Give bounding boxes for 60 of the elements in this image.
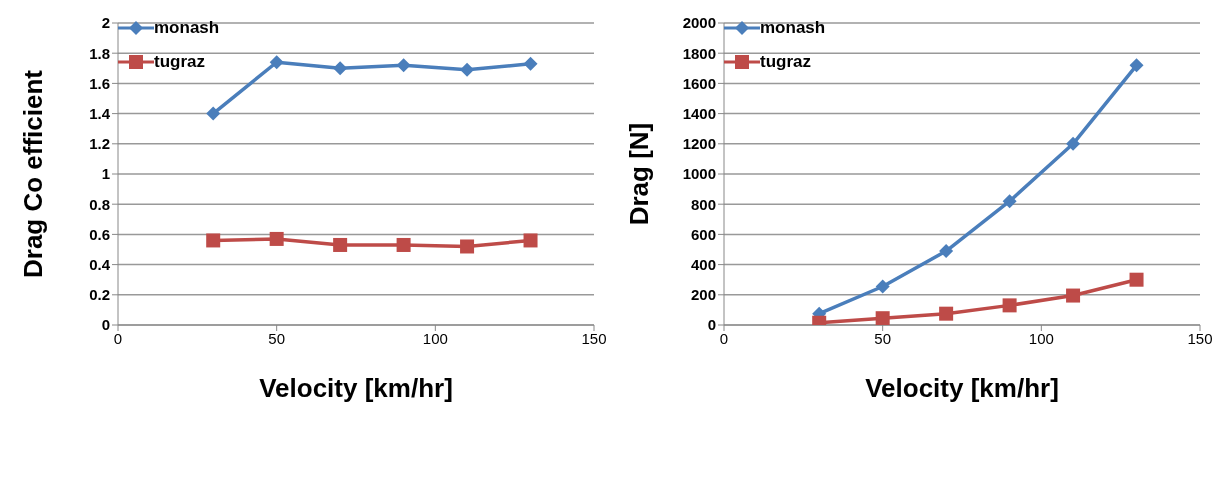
point bbox=[939, 244, 954, 259]
y-axis-title: Drag [N] bbox=[624, 122, 655, 226]
point bbox=[206, 233, 221, 248]
point bbox=[333, 237, 348, 252]
x-tick-label: 0 bbox=[719, 329, 729, 347]
point bbox=[875, 279, 890, 294]
point bbox=[523, 56, 538, 71]
point bbox=[396, 237, 411, 252]
y-tick-label: 1.4 bbox=[89, 104, 111, 122]
y-axis-title: Drag Co efficient bbox=[18, 69, 49, 279]
y-tick-label: 1.6 bbox=[89, 74, 110, 92]
x-axis-title: Velocity [km/hr] bbox=[259, 373, 453, 403]
point bbox=[396, 58, 411, 73]
point bbox=[333, 61, 348, 76]
point bbox=[1002, 194, 1017, 209]
legend-label: monash bbox=[760, 18, 826, 38]
x-tick-label: 100 bbox=[422, 329, 448, 347]
y-tick-label: 400 bbox=[690, 255, 716, 273]
legend-label: tugraz bbox=[154, 52, 205, 72]
y-tick-label: 0.2 bbox=[89, 286, 110, 304]
point bbox=[460, 62, 475, 77]
point bbox=[1129, 58, 1144, 73]
x-tick-label: 50 bbox=[874, 329, 892, 347]
legend-label: monash bbox=[154, 18, 220, 38]
y-tick-label: 0 bbox=[101, 316, 110, 334]
legend-label: tugraz bbox=[760, 52, 811, 72]
point bbox=[269, 231, 284, 246]
point bbox=[1002, 298, 1017, 313]
point bbox=[523, 233, 538, 248]
y-tick-label: 600 bbox=[690, 225, 716, 243]
y-tick-label: 2 bbox=[101, 14, 110, 32]
point bbox=[1129, 272, 1144, 287]
y-tick-label: 1800 bbox=[682, 44, 716, 62]
y-tick-label: 0.6 bbox=[89, 225, 110, 243]
y-tick-label: 800 bbox=[690, 195, 716, 213]
point bbox=[460, 239, 475, 254]
x-tick-label: 100 bbox=[1028, 329, 1054, 347]
point bbox=[939, 306, 954, 321]
y-tick-label: 0.4 bbox=[89, 255, 111, 273]
point bbox=[206, 106, 221, 121]
point bbox=[269, 55, 284, 70]
y-tick-label: 1200 bbox=[682, 135, 716, 153]
y-tick-label: 200 bbox=[690, 286, 716, 304]
y-tick-label: 1600 bbox=[682, 74, 716, 92]
point bbox=[1066, 136, 1081, 151]
x-tick-label: 0 bbox=[113, 329, 123, 347]
x-tick-label: 150 bbox=[581, 329, 607, 347]
y-tick-label: 2000 bbox=[682, 14, 716, 32]
y-tick-label: 0 bbox=[707, 316, 716, 334]
x-tick-label: 150 bbox=[1187, 329, 1213, 347]
y-tick-label: 0.8 bbox=[89, 195, 110, 213]
y-tick-label: 1.8 bbox=[89, 44, 110, 62]
y-tick-label: 1000 bbox=[682, 165, 716, 183]
y-tick-label: 1400 bbox=[682, 104, 716, 122]
y-tick-label: 1 bbox=[101, 165, 110, 183]
x-axis-title: Velocity [km/hr] bbox=[865, 373, 1059, 403]
point bbox=[1066, 288, 1081, 303]
y-tick-label: 1.2 bbox=[89, 135, 110, 153]
point bbox=[875, 311, 890, 325]
x-tick-label: 50 bbox=[268, 329, 286, 347]
